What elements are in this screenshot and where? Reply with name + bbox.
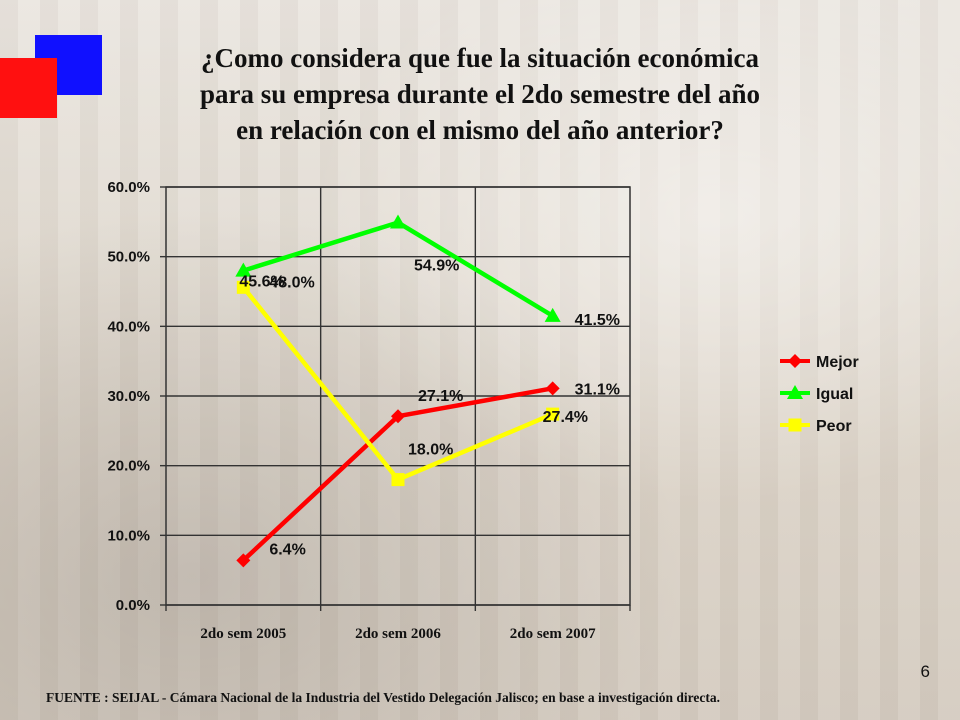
x-tick-label: 2do sem 2005 bbox=[200, 626, 286, 642]
y-tick-label: 60.0% bbox=[107, 179, 150, 196]
title-line-2: para su empresa durante el 2do semestre … bbox=[200, 79, 760, 109]
x-tick-label: 2do sem 2006 bbox=[355, 626, 441, 642]
data-label-peor: 18.0% bbox=[408, 442, 453, 459]
data-point-peor bbox=[546, 407, 560, 421]
title-line-3: en relación con el mismo del año anterio… bbox=[236, 115, 724, 145]
decorative-red-square bbox=[0, 58, 57, 118]
data-label-mejor: 31.1% bbox=[575, 381, 620, 398]
y-tick-label: 50.0% bbox=[107, 249, 150, 266]
data-label-mejor: 27.1% bbox=[418, 388, 463, 405]
legend-marker-igual bbox=[787, 385, 803, 399]
data-label-peor: 45.6% bbox=[239, 273, 284, 290]
data-point-igual bbox=[544, 307, 561, 322]
data-point-peor bbox=[391, 473, 405, 487]
y-tick-label: 10.0% bbox=[107, 527, 150, 544]
data-point-mejor bbox=[545, 381, 560, 396]
x-tick-label: 2do sem 2007 bbox=[510, 626, 596, 642]
source-note: FUENTE : SEIJAL - Cámara Nacional de la … bbox=[46, 690, 721, 705]
y-tick-label: 20.0% bbox=[107, 458, 150, 475]
data-label-mejor: 6.4% bbox=[269, 541, 305, 558]
legend-marker-peor bbox=[788, 418, 802, 432]
data-point-mejor bbox=[391, 409, 405, 424]
legend-label-igual: Igual bbox=[816, 386, 853, 403]
data-label-igual: 48.0% bbox=[269, 275, 314, 292]
data-point-igual bbox=[235, 262, 252, 277]
legend-marker-mejor bbox=[788, 354, 802, 368]
page-number: 6 bbox=[920, 662, 930, 681]
y-tick-label: 40.0% bbox=[107, 318, 150, 335]
y-tick-label: 30.0% bbox=[107, 388, 150, 405]
data-label-peor: 27.4% bbox=[543, 409, 588, 426]
legend-label-peor: Peor bbox=[816, 418, 852, 435]
data-point-igual bbox=[390, 214, 406, 229]
data-label-igual: 41.5% bbox=[575, 312, 620, 329]
title-line-1: ¿Como considera que fue la situación eco… bbox=[201, 43, 759, 73]
data-point-mejor bbox=[236, 553, 251, 568]
data-label-igual: 54.9% bbox=[414, 258, 459, 275]
slide-title: ¿Como considera que fue la situación eco… bbox=[110, 40, 850, 148]
y-tick-label: 0.0% bbox=[116, 597, 150, 614]
data-point-peor bbox=[236, 280, 250, 294]
legend-label-mejor: Mejor bbox=[816, 354, 859, 371]
